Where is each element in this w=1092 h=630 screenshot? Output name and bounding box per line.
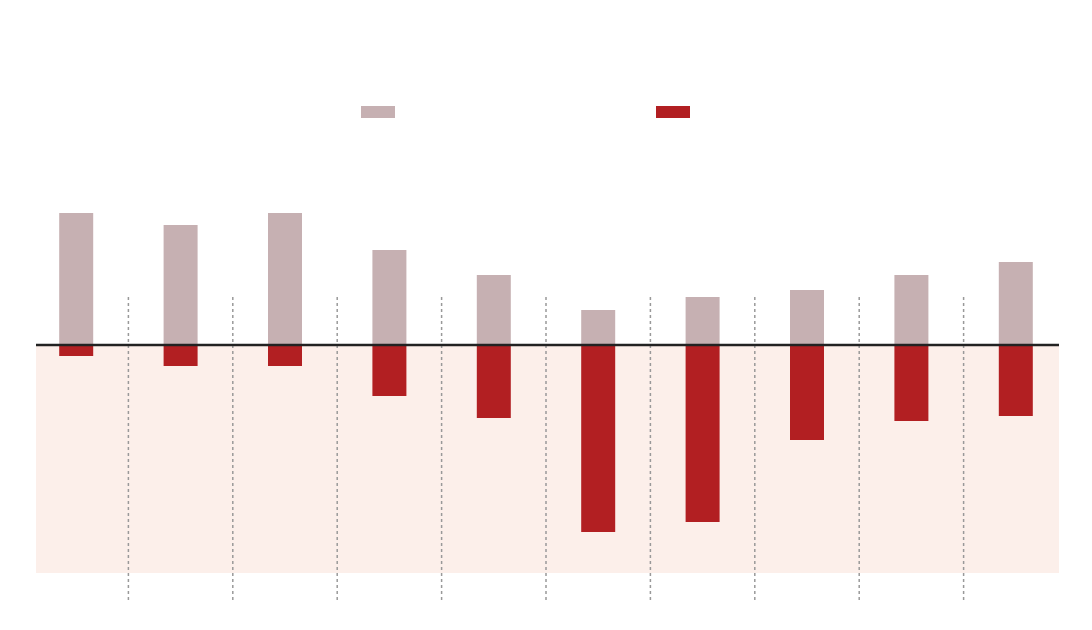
negative-zone — [36, 345, 1059, 573]
bar — [581, 345, 616, 532]
bar — [476, 275, 511, 345]
bar — [163, 225, 198, 345]
bar — [581, 310, 616, 345]
bar — [998, 262, 1033, 345]
bar — [476, 345, 511, 418]
bar — [372, 345, 407, 396]
bar — [998, 345, 1033, 416]
bar — [59, 213, 94, 345]
bar — [790, 290, 824, 345]
legend-swatch — [656, 106, 690, 118]
bar — [268, 345, 302, 366]
bar — [894, 275, 929, 345]
bar — [59, 345, 94, 356]
bar — [790, 345, 824, 440]
bar — [894, 345, 929, 421]
bar — [163, 345, 198, 366]
bar — [268, 213, 302, 345]
bar — [685, 297, 720, 345]
bar — [372, 250, 407, 345]
bar — [685, 345, 720, 522]
legend-swatch — [361, 106, 395, 118]
